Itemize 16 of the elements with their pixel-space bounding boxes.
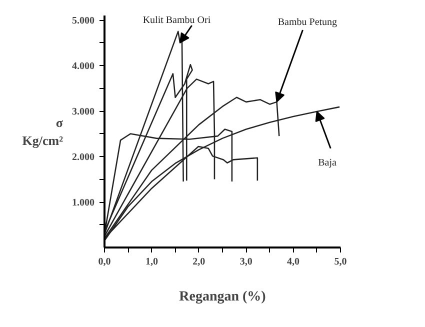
x-tick-label: 2,0 [192,256,206,268]
x-tick-label: 4,0 [287,256,300,268]
x-tick-label: 1,0 [145,256,158,268]
y-tick-label: 5.000 [72,16,94,27]
x-tick-label: 3,0 [240,256,252,268]
y-tick-label: 3.000 [72,106,94,118]
y-tick-label: 2.000 [72,152,94,164]
y-axis-title: σ Kg/cm² [22,115,64,148]
x-tick-label: 5,0 [334,256,347,268]
x-tick-label: 0,0 [98,256,111,268]
annotation: Baja [318,157,338,168]
annotation: Kulit Bambu Ori [142,15,211,26]
annotation: Bambu Petung [278,16,338,28]
x-axis-title: Regangan (%) [179,290,266,304]
y-tick-label: 1.000 [72,198,94,209]
y-tick-label: 4.000 [72,61,94,72]
